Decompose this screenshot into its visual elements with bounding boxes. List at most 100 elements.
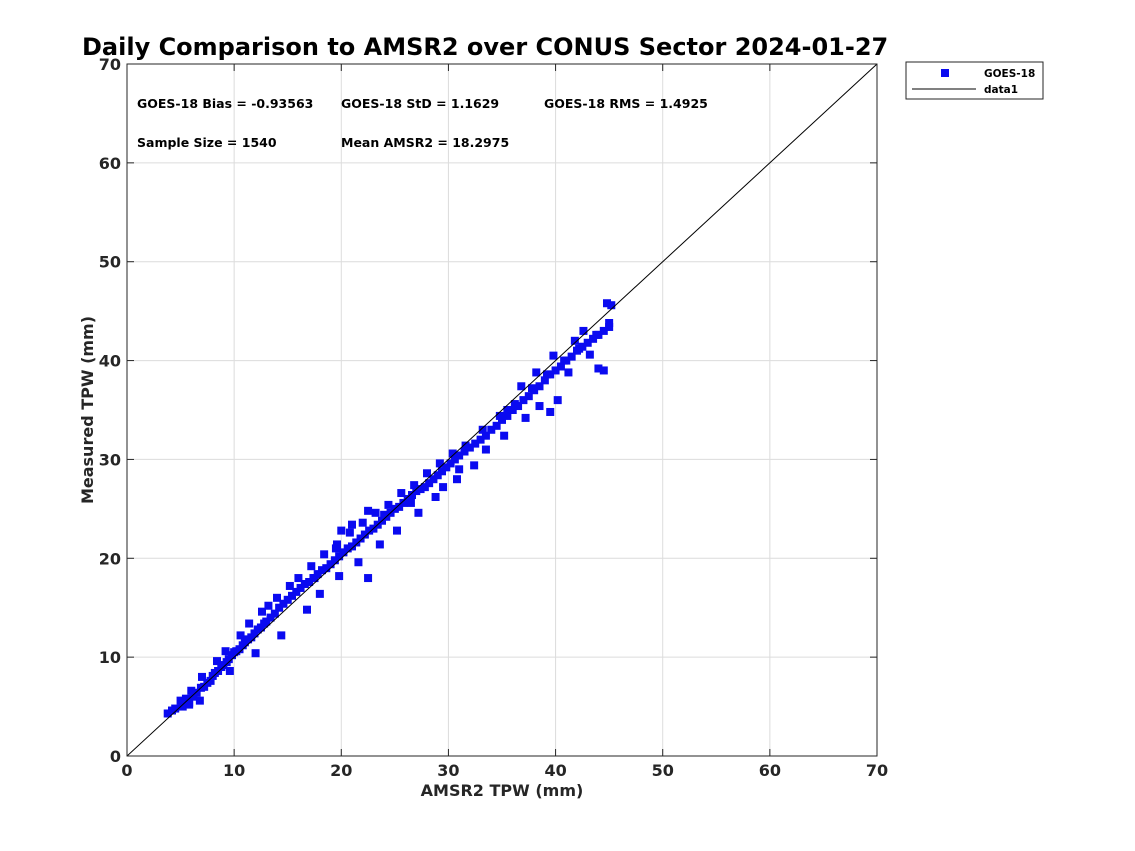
- scatter-point: [492, 421, 501, 430]
- scatter-point: [455, 465, 464, 474]
- scatter-point: [195, 696, 204, 705]
- scatter-point: [393, 526, 401, 535]
- scatter-point: [408, 491, 416, 500]
- scatter-point: [266, 613, 275, 622]
- scatter-point: [521, 413, 530, 422]
- scatter-point: [279, 599, 288, 608]
- scatter-point: [553, 396, 562, 405]
- scatter-point: [360, 530, 369, 539]
- scatter-point: [519, 396, 528, 405]
- scatter-point: [478, 425, 487, 434]
- scatter-point: [300, 579, 309, 588]
- scatter-point: [461, 441, 470, 450]
- scatter-point: [438, 467, 446, 476]
- scatter-point: [315, 589, 324, 598]
- scatter-point: [262, 617, 271, 626]
- stat-sample-size: Sample Size = 1540: [137, 135, 277, 150]
- scatter-point: [412, 487, 421, 496]
- scatter-point: [503, 411, 512, 420]
- x-tick-label: 70: [866, 761, 888, 780]
- scatter-point: [365, 526, 374, 535]
- scatter-point: [343, 544, 352, 553]
- scatter-point: [551, 366, 560, 375]
- scatter-point: [213, 657, 221, 666]
- scatter-point: [384, 500, 393, 509]
- scatter-point: [168, 706, 176, 715]
- scatter-point: [579, 326, 588, 335]
- scatter-point: [326, 560, 335, 569]
- scatter-point: [251, 649, 260, 658]
- scatter-point: [354, 558, 363, 567]
- scatter-point: [546, 407, 555, 416]
- scatter-point: [348, 520, 356, 529]
- scatter-point: [178, 702, 187, 711]
- scatter-point: [524, 392, 533, 401]
- x-tick-label: 30: [437, 761, 459, 780]
- scatter-point: [397, 489, 406, 498]
- legend-label-data1: data1: [984, 84, 1018, 96]
- scatter-point: [442, 463, 451, 472]
- x-tick-label: 10: [223, 761, 245, 780]
- stat-std: GOES-18 StD = 1.1629: [341, 96, 499, 111]
- scatter-point: [163, 709, 172, 718]
- scatter-point: [543, 370, 551, 379]
- scatter-point: [487, 425, 496, 434]
- stat-rms: GOES-18 RMS = 1.4925: [544, 96, 708, 111]
- scatter-point: [585, 350, 594, 359]
- scatter-point: [567, 352, 576, 361]
- scatter-point: [414, 508, 423, 517]
- scatter-point: [481, 445, 490, 454]
- scatter-point: [275, 603, 284, 612]
- y-tick-label: 70: [99, 55, 121, 74]
- scatter-point: [192, 688, 201, 697]
- scatter-point: [335, 572, 344, 581]
- scatter-point: [371, 508, 380, 517]
- stat-mean-amsr2: Mean AMSR2 = 18.2975: [341, 135, 509, 150]
- x-tick-label: 50: [652, 761, 674, 780]
- scatter-point: [296, 583, 305, 592]
- scatter-point: [345, 528, 354, 537]
- scatter-point: [500, 431, 509, 440]
- scatter-point: [181, 694, 190, 703]
- scatter-point: [425, 479, 434, 488]
- y-tick-label: 40: [99, 352, 121, 371]
- scatter-point: [352, 538, 361, 547]
- reference-line: [126, 63, 878, 757]
- scatter-point: [258, 607, 266, 616]
- scatter-point: [176, 696, 185, 705]
- scatter-point: [431, 492, 440, 501]
- scatter-point: [198, 672, 206, 681]
- scatter-point: [416, 485, 425, 494]
- scatter-point: [285, 581, 294, 590]
- scatter-point: [187, 686, 196, 695]
- scatter-point: [206, 676, 215, 685]
- scatter-point: [528, 384, 536, 393]
- scatter-point: [264, 601, 273, 610]
- scatter-point: [448, 449, 457, 458]
- scatter-point: [453, 475, 461, 484]
- scatter-point: [288, 591, 296, 600]
- scatter-point: [575, 344, 584, 353]
- scatter-point: [185, 700, 194, 709]
- scatter-point: [592, 330, 601, 339]
- scatter-point: [283, 595, 292, 604]
- x-tick-label: 20: [330, 761, 352, 780]
- scatter-point: [423, 469, 431, 478]
- scatter-point: [420, 483, 429, 492]
- x-axis-label: AMSR2 TPW (mm): [421, 781, 584, 800]
- x-tick-label: 60: [759, 761, 781, 780]
- legend-box: [905, 61, 1044, 100]
- y-tick-label: 60: [99, 154, 121, 173]
- scatter-point: [337, 526, 346, 535]
- scatter-point: [476, 435, 485, 444]
- scatter-point: [339, 548, 348, 557]
- scatter-point: [435, 459, 444, 468]
- scatter-point: [465, 443, 474, 452]
- scatter-point: [429, 475, 438, 484]
- axis-ticks: 0 10 20 30 40 50 60 70 0 10 20 30 40 50 60 70: [99, 55, 888, 780]
- scatter-point: [607, 301, 616, 310]
- scatter-point: [335, 552, 344, 561]
- legend: GOES-18 data1: [905, 61, 1044, 100]
- legend-label-goes18: GOES-18: [984, 68, 1035, 80]
